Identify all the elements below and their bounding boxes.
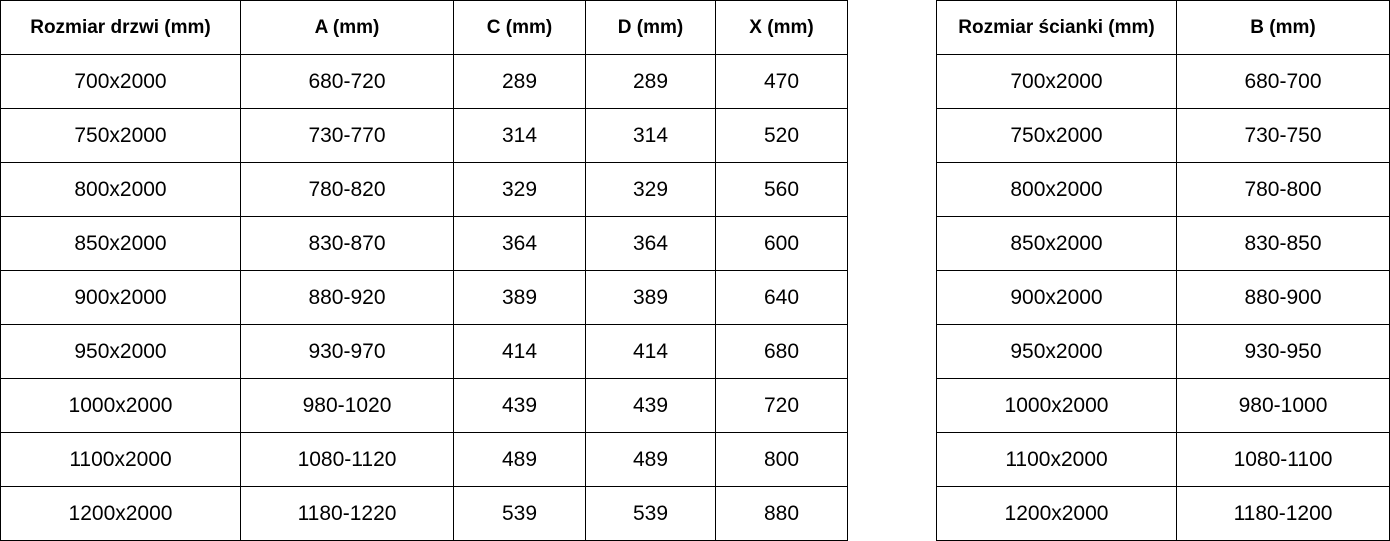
column-header: Rozmiar drzwi (mm) (0, 0, 241, 55)
table-cell: 800x2000 (936, 162, 1177, 217)
table-cell: 930-970 (240, 324, 454, 379)
table-cell: 1080-1100 (1176, 432, 1390, 487)
table-cell: 680-720 (240, 54, 454, 109)
table-cell: 980-1020 (240, 378, 454, 433)
table-row: 900x2000 880-920 389 389 640 (0, 270, 848, 325)
table-cell: 720 (715, 378, 848, 433)
table-cell: 364 (585, 216, 716, 271)
table-cell: 880 (715, 486, 848, 541)
table-cell: 900x2000 (936, 270, 1177, 325)
table-row: 950x2000 930-950 (936, 324, 1390, 379)
table-cell: 414 (585, 324, 716, 379)
table-cell: 750x2000 (936, 108, 1177, 163)
table-row: 950x2000 930-970 414 414 680 (0, 324, 848, 379)
door-size-table: Rozmiar drzwi (mm) A (mm) C (mm) D (mm) X (m… (0, 0, 848, 541)
table-cell: 850x2000 (936, 216, 1177, 271)
table-cell: 750x2000 (0, 108, 241, 163)
table-cell: 680 (715, 324, 848, 379)
column-header: X (mm) (715, 0, 848, 55)
table-cell: 489 (453, 432, 586, 487)
table-cell: 830-870 (240, 216, 454, 271)
table-row: 850x2000 830-850 (936, 216, 1390, 271)
table-cell: 1180-1200 (1176, 486, 1390, 541)
table-cell: 930-950 (1176, 324, 1390, 379)
table-cell: 600 (715, 216, 848, 271)
table-row: 700x2000 680-720 289 289 470 (0, 54, 848, 109)
table-cell: 289 (453, 54, 586, 109)
table-cell: 880-920 (240, 270, 454, 325)
table-cell: 1180-1220 (240, 486, 454, 541)
table-cell: 780-800 (1176, 162, 1390, 217)
table-cell: 800x2000 (0, 162, 241, 217)
column-header: B (mm) (1176, 0, 1390, 55)
table-cell: 700x2000 (936, 54, 1177, 109)
table-cell: 560 (715, 162, 848, 217)
table-cell: 439 (585, 378, 716, 433)
table-row: 1100x2000 1080-1100 (936, 432, 1390, 487)
table-cell: 1000x2000 (0, 378, 241, 433)
table-cell: 880-900 (1176, 270, 1390, 325)
table-cell: 289 (585, 54, 716, 109)
table-cell: 1100x2000 (936, 432, 1177, 487)
header-row: Rozmiar drzwi (mm) A (mm) C (mm) D (mm) X (m… (0, 0, 848, 55)
table-row: 1000x2000 980-1000 (936, 378, 1390, 433)
table-cell: 850x2000 (0, 216, 241, 271)
table-cell: 640 (715, 270, 848, 325)
table-cell: 489 (585, 432, 716, 487)
table-cell: 1200x2000 (936, 486, 1177, 541)
column-header: A (mm) (240, 0, 454, 55)
wall-size-table: Rozmiar ścianki (mm) B (mm) 700x2000 680-7… (936, 0, 1390, 541)
table-cell: 950x2000 (0, 324, 241, 379)
table-cell: 730-750 (1176, 108, 1390, 163)
table-cell: 314 (453, 108, 586, 163)
table-cell: 780-820 (240, 162, 454, 217)
table-cell: 950x2000 (936, 324, 1177, 379)
table-cell: 520 (715, 108, 848, 163)
column-header: D (mm) (585, 0, 716, 55)
table-row: 900x2000 880-900 (936, 270, 1390, 325)
table-row: 800x2000 780-820 329 329 560 (0, 162, 848, 217)
table-row: 800x2000 780-800 (936, 162, 1390, 217)
table-cell: 1000x2000 (936, 378, 1177, 433)
table-cell: 364 (453, 216, 586, 271)
table-cell: 700x2000 (0, 54, 241, 109)
table-cell: 539 (585, 486, 716, 541)
table-cell: 1100x2000 (0, 432, 241, 487)
table-row: 1100x2000 1080-1120 489 489 800 (0, 432, 848, 487)
table-row: 850x2000 830-870 364 364 600 (0, 216, 848, 271)
table-row: 1200x2000 1180-1220 539 539 880 (0, 486, 848, 541)
table-row: 750x2000 730-750 (936, 108, 1390, 163)
table-cell: 980-1000 (1176, 378, 1390, 433)
table-cell: 1080-1120 (240, 432, 454, 487)
table-row: 750x2000 730-770 314 314 520 (0, 108, 848, 163)
header-row: Rozmiar ścianki (mm) B (mm) (936, 0, 1390, 55)
column-header: C (mm) (453, 0, 586, 55)
table-row: 1200x2000 1180-1200 (936, 486, 1390, 541)
table-cell: 329 (585, 162, 716, 217)
table-cell: 329 (453, 162, 586, 217)
table-cell: 470 (715, 54, 848, 109)
table-cell: 830-850 (1176, 216, 1390, 271)
table-cell: 800 (715, 432, 848, 487)
table-cell: 730-770 (240, 108, 454, 163)
table-cell: 414 (453, 324, 586, 379)
table-cell: 539 (453, 486, 586, 541)
table-row: 700x2000 680-700 (936, 54, 1390, 109)
table-cell: 389 (585, 270, 716, 325)
table-cell: 900x2000 (0, 270, 241, 325)
table-cell: 1200x2000 (0, 486, 241, 541)
table-cell: 680-700 (1176, 54, 1390, 109)
table-row: 1000x2000 980-1020 439 439 720 (0, 378, 848, 433)
column-header: Rozmiar ścianki (mm) (936, 0, 1177, 55)
table-cell: 314 (585, 108, 716, 163)
table-cell: 439 (453, 378, 586, 433)
table-cell: 389 (453, 270, 586, 325)
